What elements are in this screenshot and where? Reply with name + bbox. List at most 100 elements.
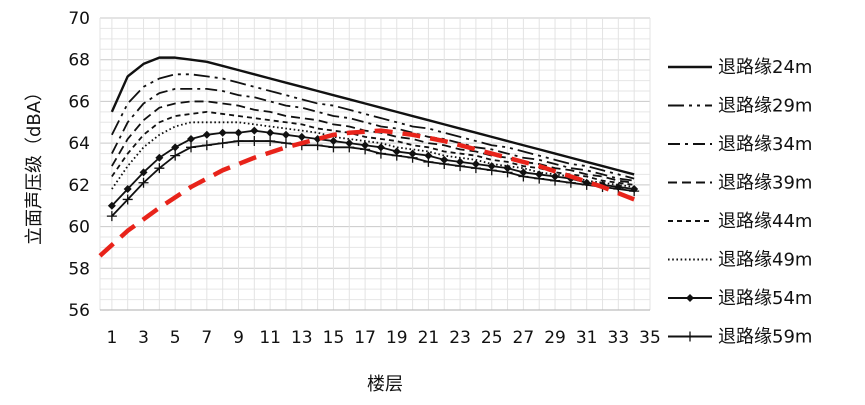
x-tick-label: 15 [323,328,345,348]
x-tick-label: 17 [354,328,376,348]
series-line-3 [111,88,635,182]
data-point [107,201,116,210]
data-point [328,142,339,153]
series-line-7 [111,129,635,207]
legend-item: 退路缘29m [668,96,812,117]
data-point [550,175,561,186]
x-tick-label: 13 [291,328,313,348]
data-point [266,128,275,137]
x-tick-label: 5 [170,328,181,348]
data-point [106,211,117,222]
data-point [123,185,132,194]
y-tick-label: 64 [68,134,90,154]
data-point [391,150,402,161]
data-point [407,152,418,163]
data-point [233,136,244,147]
series-1 [110,56,635,176]
series-4 [111,100,635,184]
legend-label: 退路缘39m [718,173,812,194]
x-tick-label: 9 [233,328,244,348]
data-point [155,153,164,162]
legend-item: 退路缘44m [668,211,812,232]
legend-label: 退路缘49m [718,250,812,271]
data-point [265,136,276,147]
y-tick-label: 56 [68,301,90,321]
legend-label: 退路缘59m [718,327,812,348]
legend-item: 退路缘59m [668,327,812,348]
data-point [470,163,481,174]
legend-label: 退路缘44m [718,211,812,232]
data-point [439,159,450,169]
data-point [122,194,133,205]
series-9 [98,128,635,258]
x-tick-label: 3 [138,328,149,348]
legend-item: 退路缘24m [668,57,812,78]
series-line-9 [98,128,635,258]
series-line-1 [110,56,635,176]
series-5 [111,110,635,186]
data-point [154,163,165,174]
legend-label: 退路缘24m [718,57,812,78]
y-tick-label: 62 [68,176,90,196]
data-point [360,144,371,155]
x-tick-label: 21 [418,328,440,348]
series-6 [111,121,635,190]
legend-item: 退路缘54m [668,288,812,309]
data-point [171,143,180,152]
y-axis-title: 立面声压级（dBA） [24,83,45,245]
series-line-2 [111,73,635,180]
x-tick-label: 31 [576,328,598,348]
data-point [249,136,260,147]
data-point [312,140,323,151]
x-tick-label: 33 [608,328,630,348]
series-line-5 [111,110,635,186]
legend-marker [686,294,694,302]
legend-item: 退路缘49m [668,250,812,271]
series-line-6 [111,121,635,190]
x-tick-label: 25 [481,328,503,348]
data-point [186,142,197,153]
series-line-8 [111,140,635,217]
series-line-4 [111,100,635,184]
legend: 退路缘24m 退路缘29m 退路缘34m 退路缘39m 退路缘44m 退路缘49m 退路缘5… [668,57,812,348]
data-point [217,138,228,149]
data-point [534,173,545,184]
data-point [202,130,211,139]
x-tick-label: 19 [386,328,408,348]
data-point [502,167,513,178]
data-point [581,179,592,190]
data-point [329,137,338,146]
data-point [170,150,181,161]
data-point [455,161,466,172]
data-point [218,128,227,137]
y-tick-label: 68 [68,51,90,71]
series-8 [106,136,640,222]
data-point [281,130,290,139]
x-tick-label: 27 [513,328,535,348]
y-tick-label: 58 [68,259,90,279]
series-3 [111,88,635,182]
data-point [201,140,212,151]
data-point [518,171,529,182]
data-point [138,177,149,188]
legend-item: 退路缘34m [668,134,812,155]
legend-label: 退路缘54m [718,288,812,309]
series-2 [111,73,635,180]
series-group [98,56,640,258]
x-tick-label: 7 [201,328,212,348]
legend-label: 退路缘29m [718,96,812,117]
data-point [280,138,291,149]
y-tick-label: 70 [68,9,90,29]
legend-item: 退路缘39m [668,173,812,194]
x-tick-label: 23 [449,328,471,348]
legend-marker [685,331,695,342]
x-tick-label: 11 [259,328,281,348]
x-tick-label: 1 [106,328,117,348]
data-point [234,128,243,137]
data-point [250,126,259,135]
data-point [376,143,385,152]
y-tick-label: 66 [68,92,90,112]
data-point [187,134,196,143]
legend-label: 退路缘34m [718,134,812,155]
